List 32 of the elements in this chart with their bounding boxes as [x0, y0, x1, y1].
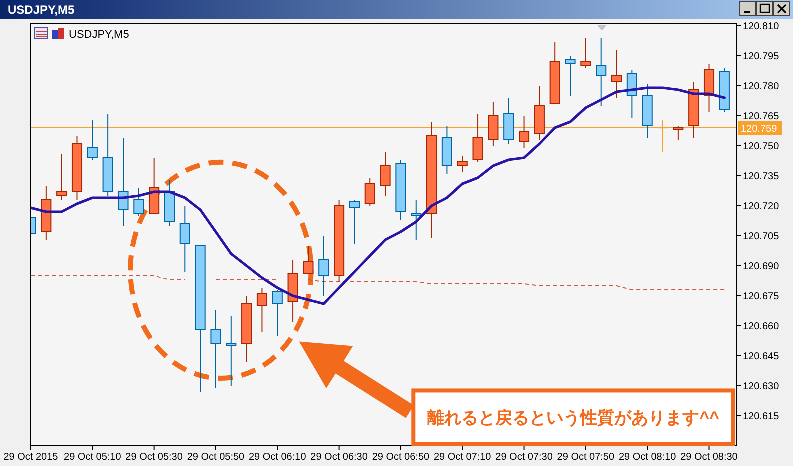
y-tick-label: 120.720 — [743, 202, 780, 212]
y-tick-label: 120.615 — [743, 412, 780, 422]
y-tick-label: 120.645 — [743, 352, 780, 362]
x-tick-label: 29 Oct 05:10 — [64, 452, 122, 463]
x-tick-label: 29 Oct 06:50 — [372, 452, 430, 463]
x-tick-label: 29 Oct 07:30 — [496, 452, 553, 463]
y-tick-label: 120.690 — [743, 262, 780, 272]
ref-line-label: 120.759 — [738, 121, 782, 135]
y-tick-label: 120.750 — [743, 142, 780, 152]
ref-line-label: 120.759 — [741, 124, 778, 135]
x-tick-label: 29 Oct 05:30 — [126, 452, 183, 463]
x-tick-label: 29 Oct 2015 — [4, 452, 58, 463]
x-tick-label: 29 Oct 08:30 — [680, 452, 738, 463]
x-tick-label: 29 Oct 06:10 — [249, 452, 306, 463]
y-tick-label: 120.780 — [743, 82, 780, 92]
y-tick-label: 120.810 — [743, 22, 780, 32]
y-tick-label: 120.660 — [743, 322, 780, 332]
y-tick-label: 120.630 — [743, 382, 780, 392]
y-tick-label: 120.795 — [743, 52, 780, 62]
x-tick-label: 29 Oct 05:50 — [187, 452, 245, 463]
title: USDJPY,M5 — [8, 3, 75, 17]
annotation: 離れると戻るという性質があります^^ — [412, 388, 736, 446]
y-tick-label: 120.675 — [743, 292, 780, 302]
y-tick-label: 120.765 — [743, 112, 780, 122]
x-tick-label: 29 Oct 08:10 — [618, 452, 676, 463]
x-tick-label: 29 Oct 07:10 — [434, 452, 492, 463]
x-tick-label: 29 Oct 06:30 — [310, 452, 368, 463]
annotation: 離れると戻るという性質があります^^ — [426, 408, 720, 428]
x-tick-label: 29 Oct 07:50 — [557, 452, 615, 463]
y-tick-label: 120.735 — [743, 172, 780, 182]
y-tick-label: 120.705 — [743, 232, 780, 242]
subtitle: USDJPY,M5 — [69, 29, 130, 41]
